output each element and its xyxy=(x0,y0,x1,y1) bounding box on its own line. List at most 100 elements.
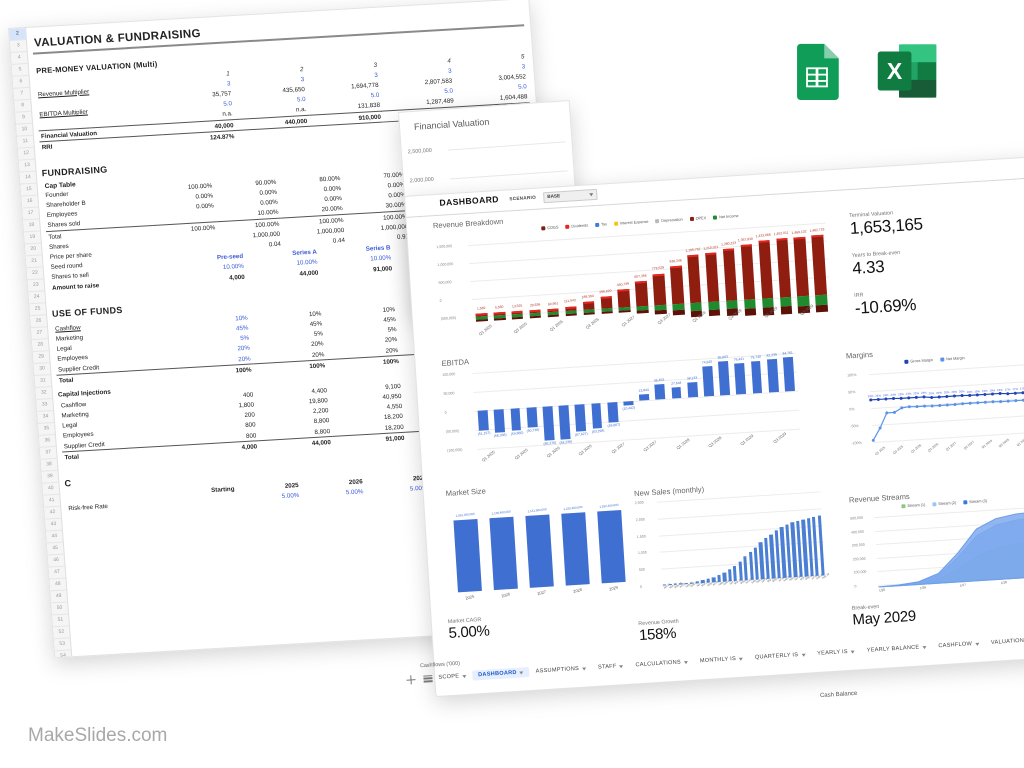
row-header[interactable]: 4 xyxy=(10,51,28,65)
row-header[interactable]: 44 xyxy=(45,530,63,544)
row-header[interactable]: 22 xyxy=(26,267,44,281)
row-header[interactable]: 5 xyxy=(11,63,29,77)
row-header[interactable]: 8 xyxy=(14,99,32,113)
data-label: 17% xyxy=(1019,386,1024,391)
row-header[interactable]: 6 xyxy=(12,75,30,89)
row-header[interactable]: 31 xyxy=(34,375,52,388)
row-header[interactable]: 26 xyxy=(30,315,48,329)
row-header[interactable]: 9 xyxy=(15,111,33,125)
row-header[interactable]: 42 xyxy=(44,506,62,520)
add-sheet-button[interactable] xyxy=(406,675,416,685)
chevron-down-icon[interactable] xyxy=(462,674,467,678)
row-header[interactable]: 10 xyxy=(16,123,33,137)
row-header[interactable]: 16 xyxy=(21,195,39,209)
tab-dashboard[interactable]: DASHBOARD xyxy=(471,666,531,681)
new-sales-chart[interactable]: New Sales (monthly) 2,500 2,000 1,500 1,000… xyxy=(634,477,832,617)
legend-item: Tax xyxy=(594,222,607,228)
tab-calculations[interactable]: CALCULATIONS xyxy=(629,657,694,671)
bar-value-label: 1,452,011 xyxy=(773,230,789,237)
chevron-down-icon[interactable] xyxy=(683,660,689,664)
row-header[interactable]: 27 xyxy=(31,327,48,341)
row-header[interactable]: 49 xyxy=(50,590,68,604)
row-header[interactable]: 20 xyxy=(24,243,42,257)
row-header[interactable]: 39 xyxy=(41,470,59,484)
row-header[interactable]: 48 xyxy=(49,578,67,592)
bar-segment-opex xyxy=(708,309,721,317)
row-header[interactable]: 36 xyxy=(38,434,56,448)
bar-segment-cogs xyxy=(617,289,631,308)
row-header[interactable]: 32 xyxy=(35,387,53,400)
row-header[interactable]: 41 xyxy=(43,494,61,508)
row-header[interactable]: 19 xyxy=(24,231,41,245)
row-header[interactable]: 53 xyxy=(53,638,71,652)
chevron-down-icon[interactable] xyxy=(519,670,524,675)
row-header[interactable]: 25 xyxy=(29,303,47,317)
scenario-dropdown[interactable]: BASE xyxy=(543,188,598,203)
row-header[interactable]: 30 xyxy=(33,363,51,377)
chevron-down-icon[interactable] xyxy=(974,642,980,646)
tab-scope[interactable]: SCOPE xyxy=(432,671,472,683)
row-header[interactable]: 17 xyxy=(22,207,40,221)
tab-yearly-balance[interactable]: YEARLY BALANCE xyxy=(861,642,933,656)
row-header[interactable]: 37 xyxy=(39,446,57,460)
row-header[interactable]: 46 xyxy=(47,554,65,568)
tab-assumptions[interactable]: ASSUMPTIONS xyxy=(529,663,592,677)
row-header[interactable]: 43 xyxy=(45,518,62,532)
y-axis-tick: 1,000,000 xyxy=(437,262,454,268)
row-header[interactable]: 34 xyxy=(37,410,55,424)
row-header[interactable]: 15 xyxy=(20,183,38,197)
row-header[interactable]: 50 xyxy=(51,602,69,616)
row-header[interactable]: 12 xyxy=(17,147,35,161)
row-header[interactable]: 45 xyxy=(46,542,64,556)
chevron-down-icon[interactable] xyxy=(801,653,806,657)
bar-value-label: (10,442) xyxy=(622,405,636,412)
market-size-chart[interactable]: Market Size 1,091,200,000 2025 1,138,400,0… xyxy=(445,478,633,617)
bar-value-label: 60,661 xyxy=(547,301,558,307)
row-header[interactable]: 11 xyxy=(16,135,34,149)
revenue-growth-value: 158% xyxy=(638,624,677,645)
tab-yearly-is[interactable]: YEARLY IS xyxy=(811,646,861,659)
row-header[interactable]: 14 xyxy=(19,171,37,185)
data-label: 20% xyxy=(936,390,942,396)
row-header[interactable]: 3 xyxy=(9,39,27,53)
chevron-down-icon[interactable] xyxy=(738,657,744,661)
bar-value-label: 1,469,102 xyxy=(791,228,807,235)
row-header[interactable]: 38 xyxy=(40,458,58,472)
chevron-down-icon[interactable] xyxy=(581,666,587,671)
tab-valuation[interactable]: VALUATION xyxy=(985,635,1024,648)
row-header[interactable]: 21 xyxy=(25,255,43,269)
tab-staff[interactable]: STAFF xyxy=(592,661,630,673)
row-header[interactable]: 13 xyxy=(18,159,36,173)
row-header[interactable]: 35 xyxy=(38,422,55,436)
y-axis-tick: 2,000 xyxy=(635,517,645,522)
tab-monthly-is[interactable]: MONTHLY IS xyxy=(694,653,750,666)
ebitda-chart[interactable]: EBITDA 100,000 50,000 0 (50,000) (100,000) (5… xyxy=(441,336,808,480)
row-header[interactable]: 18 xyxy=(23,219,40,233)
row-header[interactable]: 23 xyxy=(27,279,45,293)
row-header[interactable]: 51 xyxy=(52,614,69,628)
google-sheets-icon xyxy=(797,43,839,100)
revenue-streams-chart[interactable]: Revenue Streams Stream (1) Stream (2) Stre… xyxy=(849,484,1024,606)
row-header[interactable]: 28 xyxy=(31,339,49,353)
chevron-down-icon[interactable] xyxy=(922,645,927,649)
bar-segment-cogs xyxy=(687,254,702,304)
chevron-down-icon[interactable] xyxy=(850,650,855,654)
revenue-breakdown-chart[interactable]: Revenue Breakdown COGS Dividends Tax Intere… xyxy=(433,196,838,349)
row-header[interactable]: 54 xyxy=(54,650,72,659)
row-header[interactable]: 24 xyxy=(28,291,46,305)
tab-quarterly-is[interactable]: QUARTERLY IS xyxy=(749,649,812,663)
row-header[interactable]: 2 xyxy=(9,28,26,41)
row-header[interactable]: 47 xyxy=(48,566,66,580)
chevron-down-icon[interactable] xyxy=(619,664,624,668)
row-header[interactable]: 40 xyxy=(42,482,60,496)
row-header[interactable]: 52 xyxy=(53,626,70,640)
row-header[interactable]: 33 xyxy=(36,399,54,412)
gridline xyxy=(470,258,828,282)
tab-cashflow[interactable]: CASHFLOW xyxy=(932,638,985,651)
dashboard-sheet[interactable]: DASHBOARD SCENARIO BASE Revenue Breakdow… xyxy=(404,156,1024,698)
bar-segment-cogs xyxy=(652,273,667,306)
row-header[interactable]: 29 xyxy=(32,351,50,365)
margins-chart[interactable]: Margins Gross Margin Net Margin 100% 50% 0%… xyxy=(846,340,1024,463)
row-header[interactable]: 7 xyxy=(13,87,31,101)
all-sheets-icon[interactable] xyxy=(423,674,433,683)
